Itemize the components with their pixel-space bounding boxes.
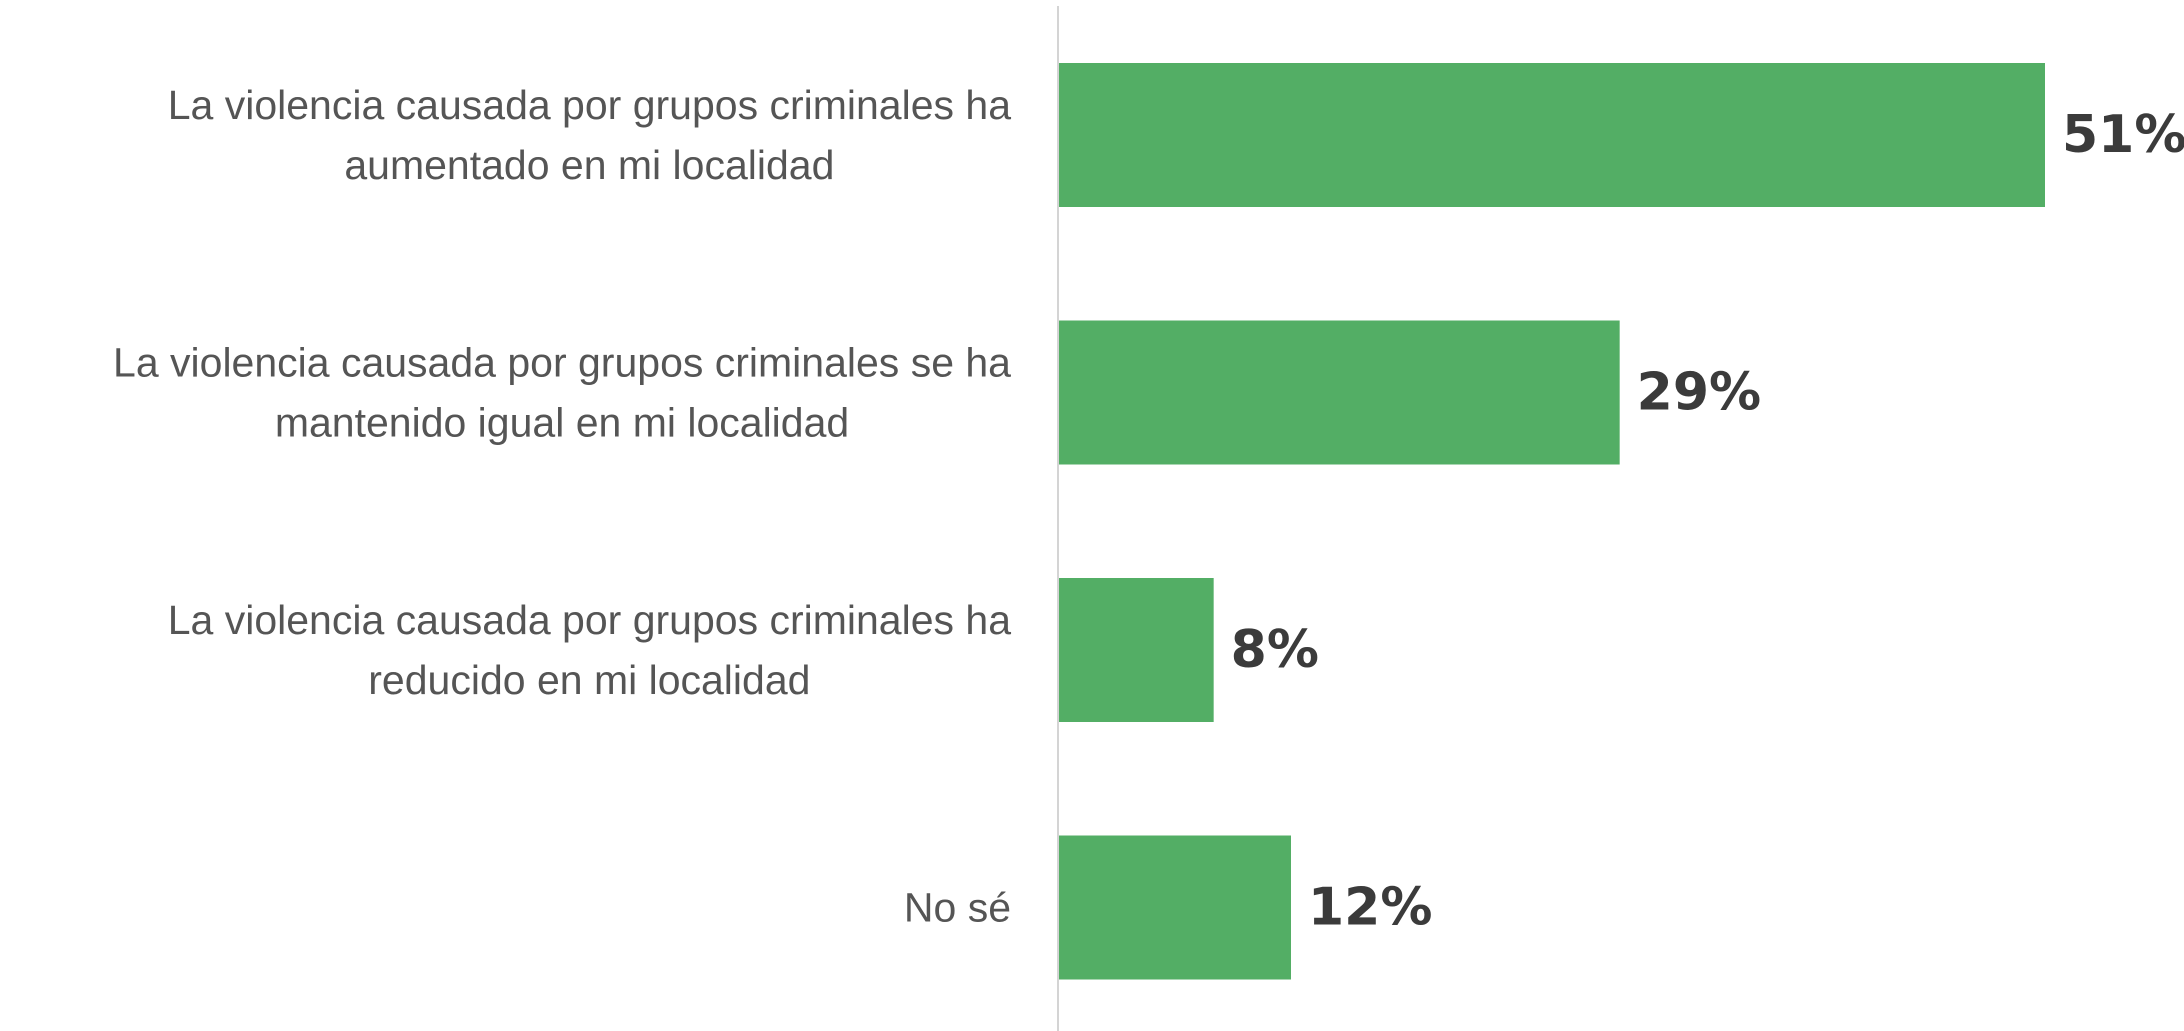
value-label-1: 29% [1637,363,1761,423]
category-label-1: La violencia causada por grupos criminal… [113,340,1011,446]
category-label-2-line-1: reducido en mi localidad [368,657,810,703]
category-label-1-line-1: mantenido igual en mi localidad [275,400,849,446]
category-label-3-line-0: No sé [904,885,1011,931]
category-label-2: La violencia causada por grupos criminal… [168,597,1011,703]
category-label-0-line-1: aumentado en mi localidad [344,142,834,188]
bar-0 [1059,63,2045,207]
bars-group [1059,63,2045,980]
bar-1 [1059,320,1620,465]
category-label-0: La violencia causada por grupos criminal… [168,82,1011,188]
category-labels-group: La violencia causada por grupos criminal… [113,82,1011,931]
value-label-3: 12% [1308,878,1432,938]
value-label-2: 8% [1231,620,1319,680]
value-label-0: 51% [2062,105,2184,165]
category-label-2-line-0: La violencia causada por grupos criminal… [168,597,1011,643]
category-label-1-line-0: La violencia causada por grupos criminal… [113,340,1011,386]
bar-2 [1059,578,1214,722]
value-labels-group: 51% 29% 8% 12% [1231,105,2184,938]
bar-3 [1059,835,1291,980]
category-label-3: No sé [904,885,1011,931]
category-label-0-line-0: La violencia causada por grupos criminal… [168,82,1011,128]
